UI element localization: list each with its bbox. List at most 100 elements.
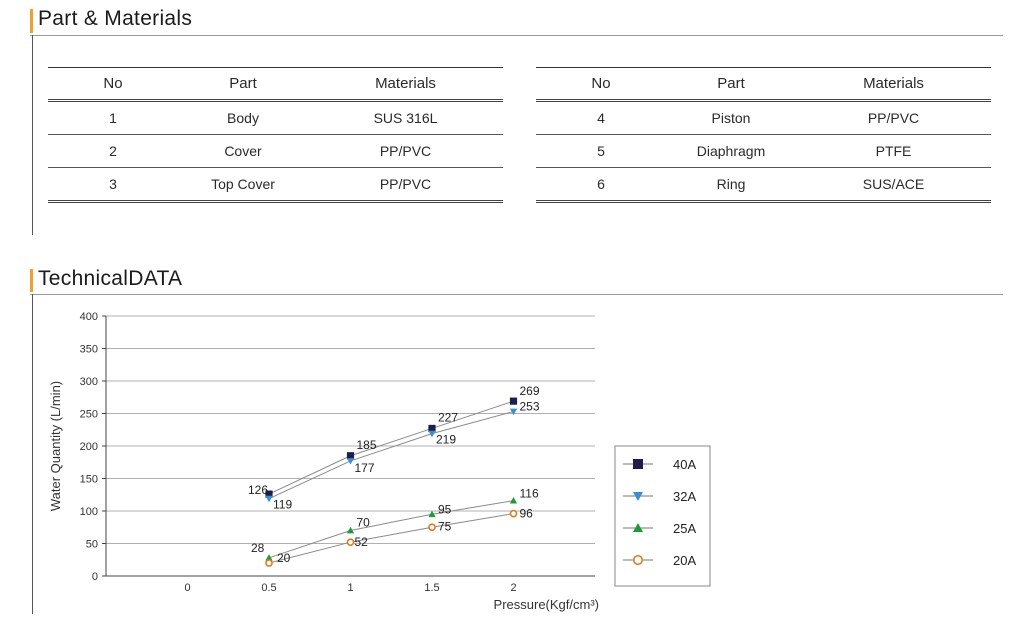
cell-part: Ring [666,167,796,203]
y-axis-label: Water Quantity (L/min) [48,381,63,511]
header-materials: Materials [796,67,991,102]
series-line [268,513,514,564]
series-line [268,400,514,495]
data-point [346,458,355,465]
table-header-row: No Part Materials [48,67,503,102]
table-row: 1 Body SUS 316L [48,100,503,135]
data-point [346,526,355,534]
x-tick-label: 0 [184,582,190,594]
cell-no: 3 [48,167,178,203]
parts-section-header: Part & Materials [30,6,1003,36]
y-tick-label: 0 [92,571,98,583]
data-point [265,490,273,498]
x-tick-label: 2 [510,582,516,594]
data-point [509,397,518,405]
cell-material: PP/PVC [308,134,503,168]
cell-no: 5 [536,134,666,168]
tech-section-title: TechnicalDATA [38,267,183,290]
legend-marker [632,554,644,566]
x-axis-label: Pressure(Kgf/cm³) [494,597,599,612]
y-tick-label: 150 [80,474,98,486]
cell-material: PTFE [796,134,991,168]
data-point [509,509,518,518]
data-label: 28 [251,541,265,555]
table-header-row: No Part Materials [536,67,991,102]
x-tick-label: 1.5 [424,582,439,594]
table-row: 2 Cover PP/PVC [48,134,503,168]
cell-no: 1 [48,100,178,135]
cell-material: PP/PVC [308,167,503,203]
header-materials: Materials [308,67,503,102]
data-label: 185 [357,438,377,452]
data-point [509,408,518,416]
materials-table-right: No Part Materials 4 Piston PP/PVC 5 Diap… [536,67,991,203]
data-label: 95 [438,502,452,516]
table-row: 6 Ring SUS/ACE [536,167,991,203]
materials-table-left: No Part Materials 1 Body SUS 316L 2 Cove… [48,67,503,203]
legend-label: 25A [673,521,696,536]
data-label: 52 [355,535,369,549]
cell-material: SUS/ACE [796,167,991,203]
table-row: 5 Diaphragm PTFE [536,134,991,168]
y-tick-label: 300 [80,376,98,388]
cell-part: Piston [666,100,796,135]
data-label: 253 [520,400,540,414]
y-tick-label: 400 [80,311,98,323]
data-point [428,430,436,438]
cell-part: Diaphragm [666,134,796,168]
section-accent-bar [30,269,33,292]
data-label: 269 [520,384,540,398]
data-label: 96 [520,507,534,521]
legend-label: 32A [673,489,696,504]
header-no: No [48,67,178,102]
header-no: No [536,67,666,102]
data-label: 119 [273,498,292,512]
legend-marker [633,523,643,532]
data-point [265,495,273,503]
cell-part: Top Cover [178,167,308,203]
section-side-rule [32,35,33,235]
cell-material: SUS 316L [308,100,503,135]
data-label: 20 [277,551,291,565]
table-row: 3 Top Cover PP/PVC [48,167,503,203]
data-point [428,523,436,532]
header-part: Part [666,67,796,102]
cell-no: 4 [536,100,666,135]
data-point [428,510,436,518]
section-accent-bar [30,9,33,33]
header-part: Part [178,67,308,102]
cell-no: 6 [536,167,666,203]
y-tick-label: 350 [80,344,98,356]
parts-section-title: Part & Materials [38,7,193,30]
y-tick-label: 50 [86,539,98,551]
table-row: 4 Piston PP/PVC [536,100,991,135]
data-label: 219 [436,433,456,447]
series-line [268,500,514,559]
cell-part: Body [178,100,308,135]
legend-label: 20A [673,553,696,568]
y-tick-label: 250 [80,409,98,421]
legend-label: 40A [673,457,696,472]
water-quantity-chart: 0 50 100 150 200 250 300 350 400 0 0.5 1 1.5 2 Pressur… [48,311,711,612]
data-point [265,559,273,567]
legend-marker [633,459,643,469]
x-tick-label: 0.5 [261,582,276,594]
series-line [268,411,514,500]
data-point [346,452,355,460]
legend-box [614,445,711,587]
data-point [509,497,518,504]
data-label: 70 [357,516,371,530]
y-tick-label: 200 [80,441,98,453]
data-label: 126 [248,483,268,497]
data-label: 75 [438,519,452,533]
x-tick-label: 1 [347,582,353,594]
data-point [428,424,436,433]
cell-part: Cover [178,134,308,168]
tech-section-header: TechnicalDATA [30,266,1003,295]
data-label: 177 [355,461,375,475]
data-label: 116 [520,487,539,501]
legend-marker [633,492,643,501]
data-point [265,554,273,561]
data-point [346,538,355,547]
cell-no: 2 [48,134,178,168]
